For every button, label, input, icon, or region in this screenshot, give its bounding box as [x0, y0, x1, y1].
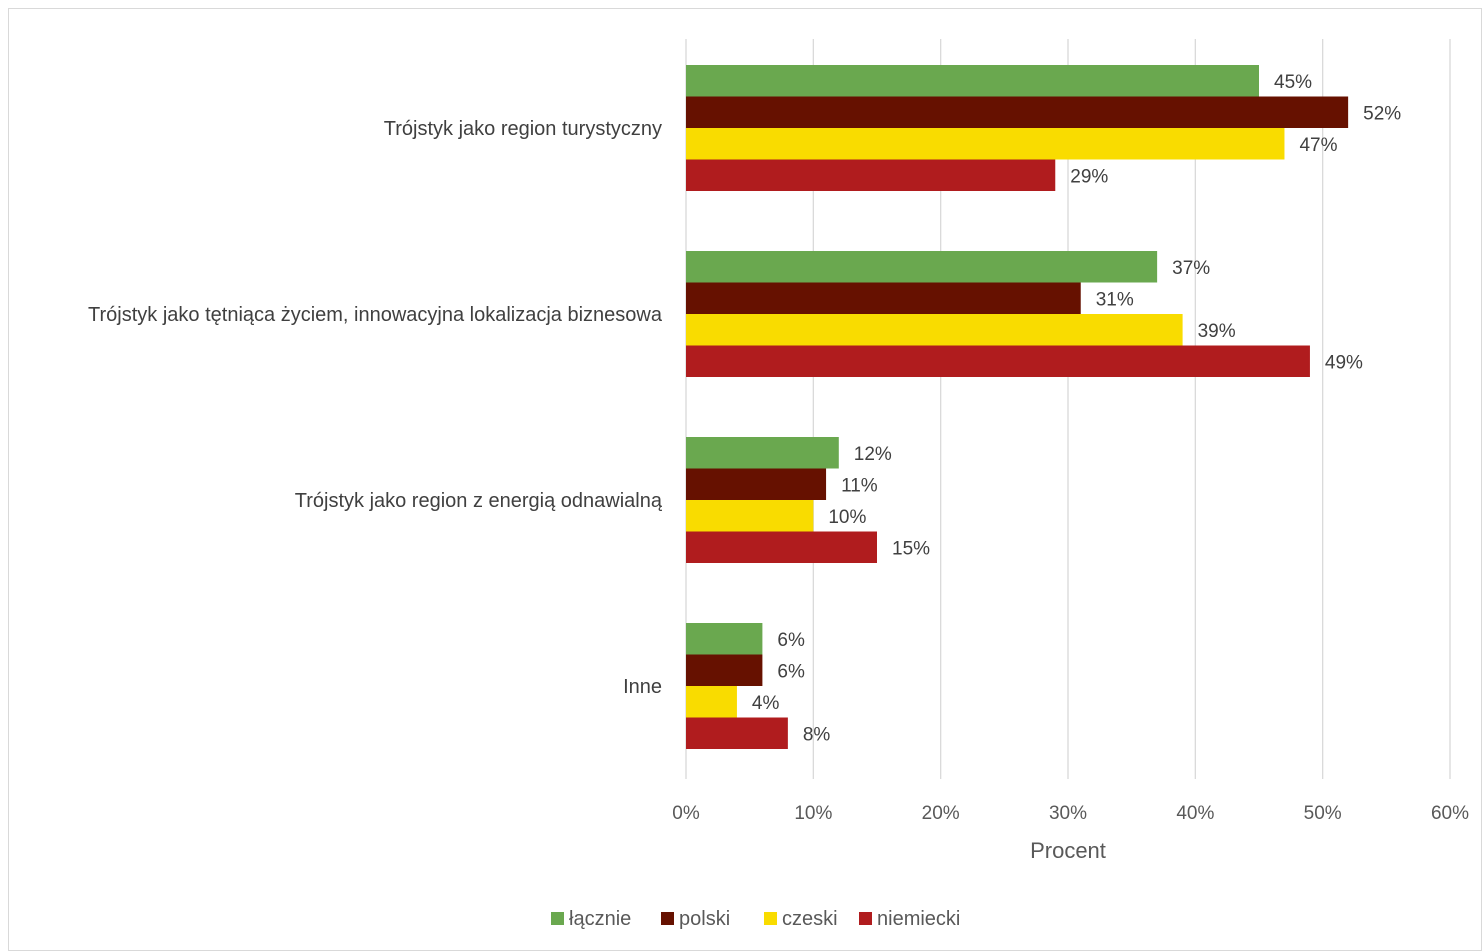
data-label: 12%: [854, 444, 892, 465]
bar: [686, 654, 763, 686]
bar: [686, 623, 763, 655]
bars: [686, 65, 1349, 749]
legend-label: polski: [679, 908, 730, 930]
data-label: 8%: [803, 724, 831, 745]
data-label: 4%: [752, 693, 780, 714]
category-label: Trójstyk jako region z energią odnawialn…: [295, 490, 663, 512]
tick-label: 50%: [1304, 803, 1342, 824]
category-labels: Trójstyk jako region turystyczny Trójstyk…: [88, 118, 663, 698]
data-label: 47%: [1299, 135, 1337, 156]
category-label: Inne: [623, 676, 662, 698]
tick-label: 40%: [1176, 803, 1214, 824]
legend-label: czeski: [782, 908, 838, 930]
category-label: Trójstyk jako region turystyczny: [384, 118, 662, 140]
legend-swatch: [661, 912, 674, 925]
bar: [686, 96, 1349, 128]
data-label: 6%: [777, 630, 805, 651]
legend-swatch: [764, 912, 777, 925]
data-label: 52%: [1363, 103, 1401, 124]
bar: [686, 314, 1183, 346]
bar: [686, 500, 814, 532]
chart-frame: 45% 52% 47% 29% 37% 31% 39% 49% 12% 11% 10% 15% 6% 6%…: [8, 8, 1482, 951]
data-label: 31%: [1096, 289, 1134, 310]
data-label: 29%: [1070, 166, 1108, 187]
category-label: Trójstyk jako tętniąca życiem, innowacyj…: [88, 304, 663, 326]
tick-label: 20%: [922, 803, 960, 824]
bar: [686, 345, 1310, 377]
tick-label: 0%: [672, 803, 700, 824]
bar: [686, 686, 737, 718]
data-label: 39%: [1198, 321, 1236, 342]
bar-chart: 45% 52% 47% 29% 37% 31% 39% 49% 12% 11% 10% 15% 6% 6%…: [88, 39, 1469, 930]
tick-label: 60%: [1431, 803, 1469, 824]
legend-swatch: [859, 912, 872, 925]
legend-swatch: [551, 912, 564, 925]
bar: [686, 531, 877, 563]
data-label: 49%: [1325, 352, 1363, 373]
legend: łącznie polski czeski niemiecki: [551, 908, 960, 930]
tick-label: 30%: [1049, 803, 1087, 824]
data-label: 10%: [828, 507, 866, 528]
bar: [686, 717, 788, 749]
data-label: 37%: [1172, 258, 1210, 279]
x-tick-labels: 0% 10% 20% 30% 40% 50% 60%: [672, 803, 1469, 824]
data-label: 45%: [1274, 72, 1312, 93]
bar: [686, 468, 827, 500]
bar: [686, 437, 839, 469]
data-label: 6%: [777, 661, 805, 682]
bar: [686, 251, 1158, 283]
legend-label: łącznie: [569, 908, 631, 930]
x-axis-title: Procent: [1030, 838, 1106, 863]
bar: [686, 65, 1259, 97]
bar: [686, 282, 1081, 314]
legend-label: niemiecki: [877, 908, 960, 930]
tick-label: 10%: [794, 803, 832, 824]
data-labels: 45% 52% 47% 29% 37% 31% 39% 49% 12% 11% 10% 15% 6% 6%…: [752, 72, 1401, 746]
bar: [686, 128, 1285, 160]
bar: [686, 159, 1056, 191]
data-label: 15%: [892, 538, 930, 559]
data-label: 11%: [841, 475, 878, 496]
